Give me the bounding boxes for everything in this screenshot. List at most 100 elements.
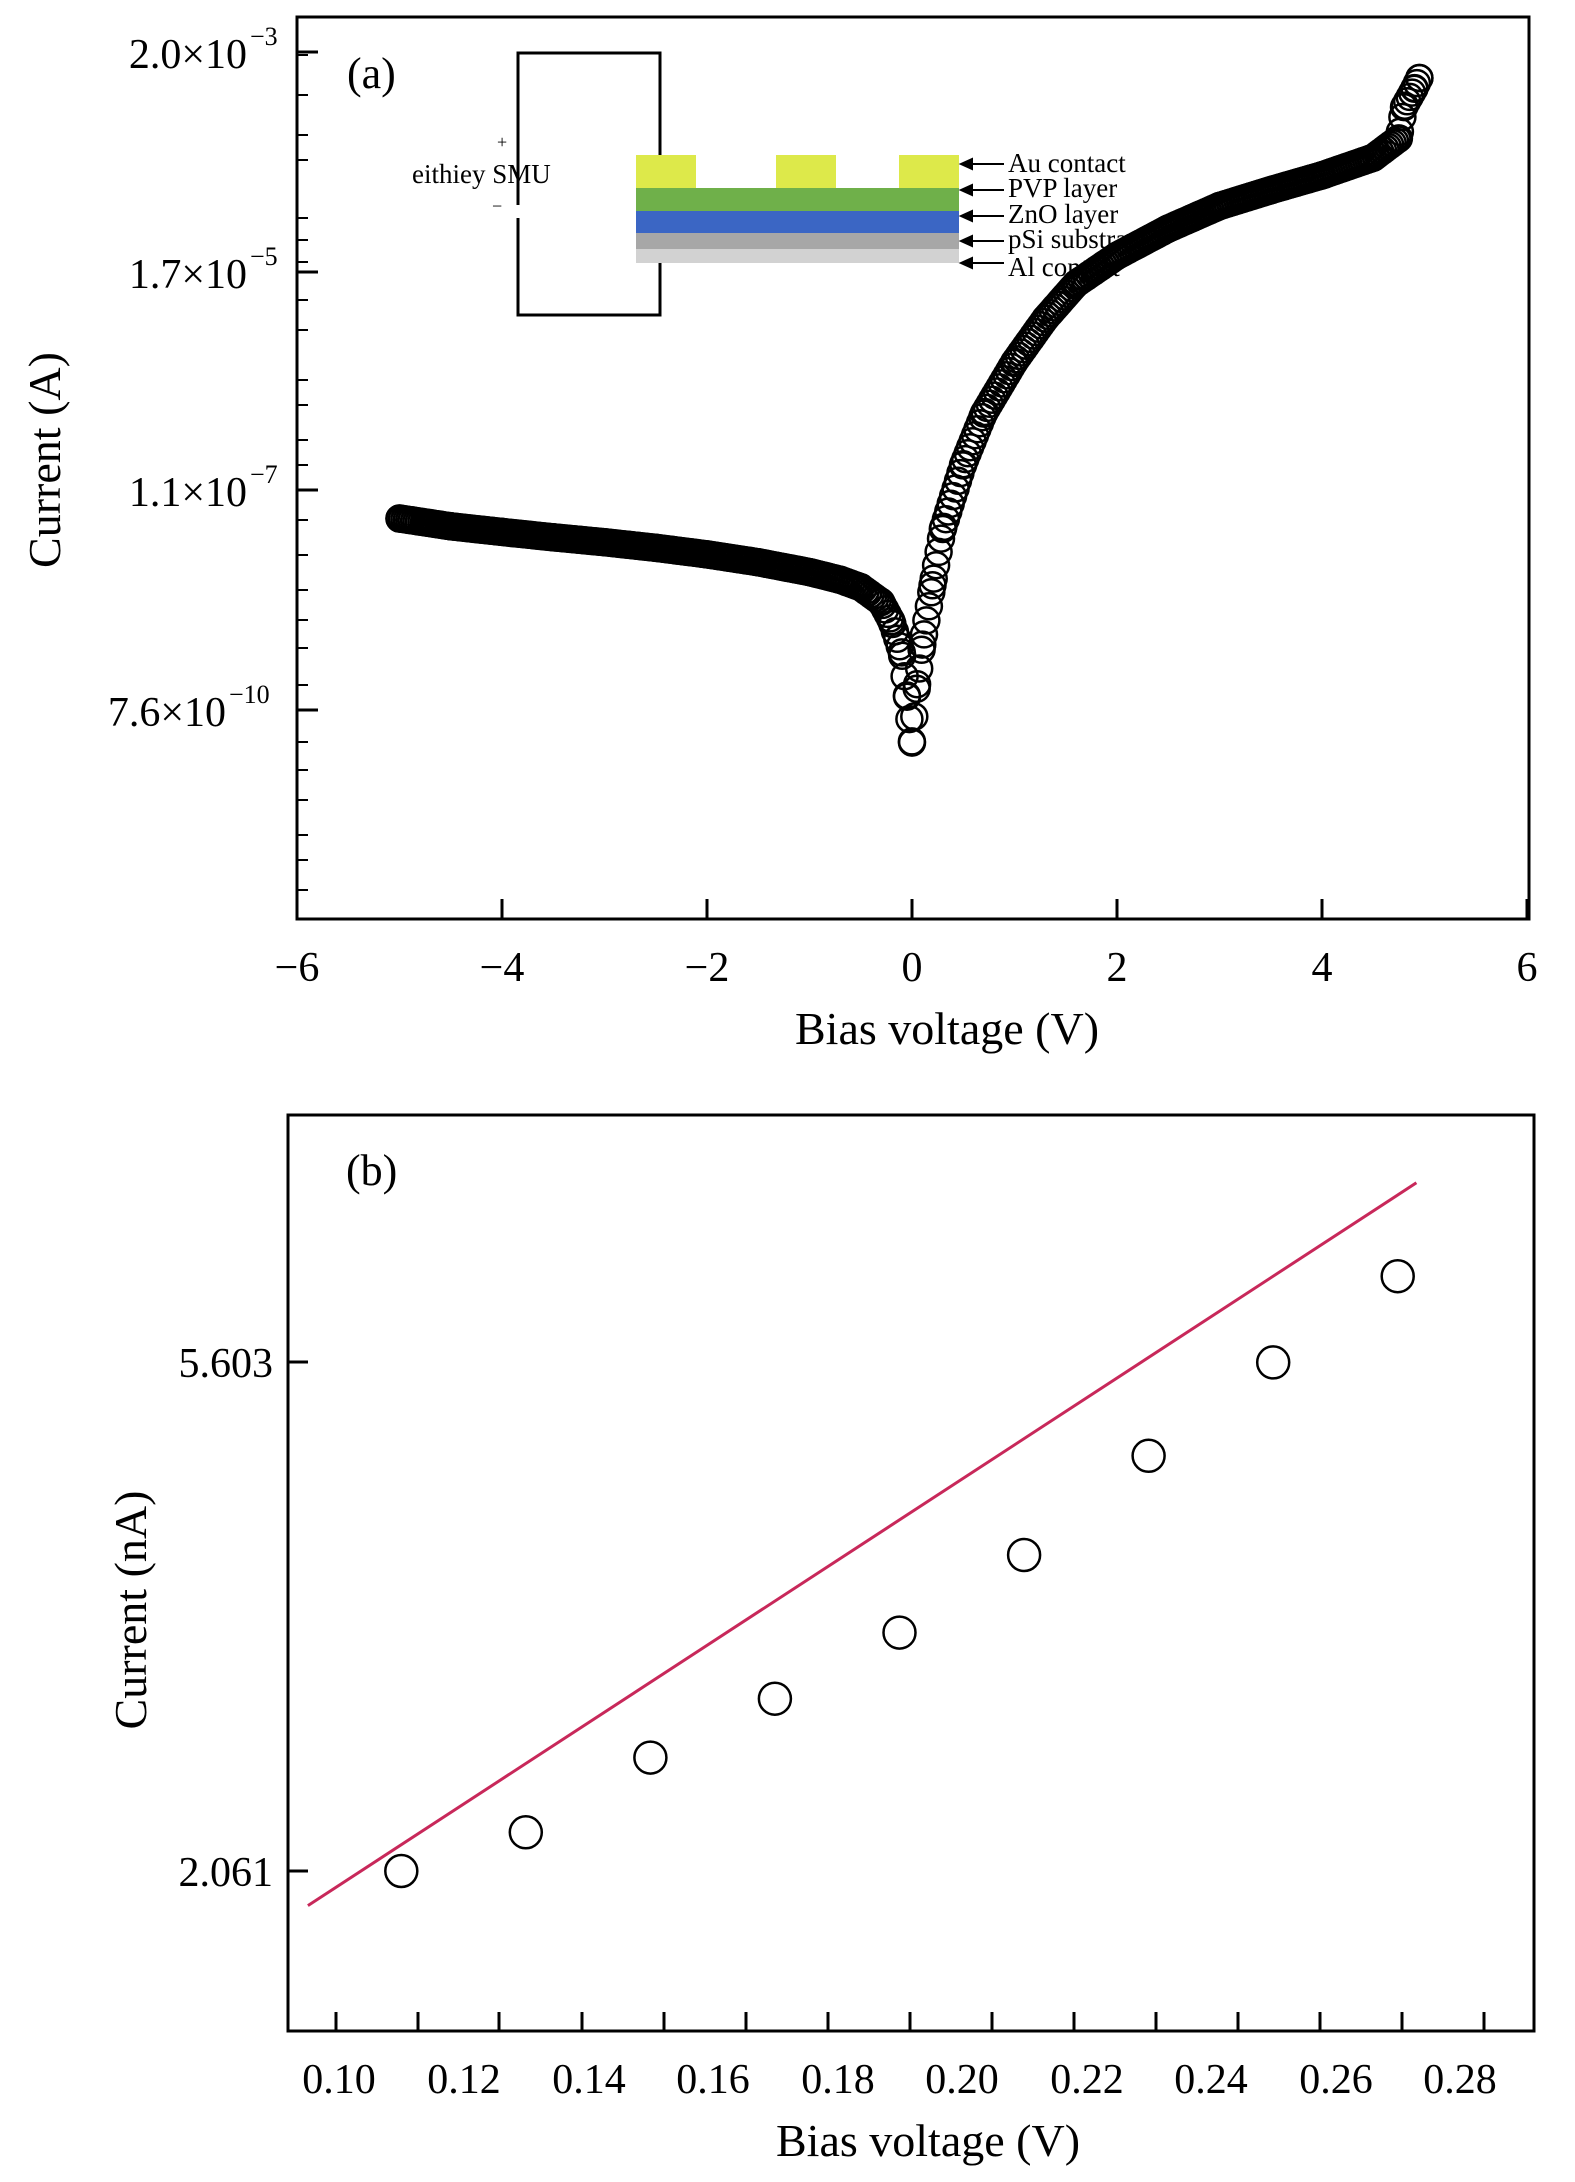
- data-point: [902, 669, 932, 699]
- data-point: [877, 606, 906, 636]
- panel-b-x-tick-label: 0.14: [552, 2057, 626, 2103]
- panel-a-y-tick-exp: −7: [250, 460, 278, 489]
- panel-b-y-axis-title: Current (nA): [105, 1491, 156, 1730]
- data-point: [744, 547, 773, 577]
- panel-a-x-tick-labels: −6 −4 −2 0 2 4 6: [275, 945, 1538, 991]
- data-point: [926, 524, 956, 553]
- panel-b-x-tick-label: 0.10: [302, 2057, 376, 2103]
- data-point: [1061, 269, 1091, 299]
- data-point: [487, 517, 517, 547]
- panel-a-y-tick-exp: −10: [229, 680, 270, 709]
- data-point: [692, 540, 722, 569]
- smu-minus-sign: −: [492, 196, 502, 216]
- al-contact: [636, 249, 959, 263]
- data-point: [1405, 63, 1434, 93]
- data-point: [904, 654, 934, 683]
- au-contact-pad: [899, 155, 959, 188]
- data-point: [969, 399, 999, 428]
- panel-a-frame: [295, 15, 1531, 921]
- layer-label-pvp: PVP layer: [1008, 173, 1117, 203]
- data-point: [1000, 347, 1029, 377]
- data-point: [921, 550, 951, 580]
- data-point: [908, 630, 937, 659]
- panel-b-x-axis-title: Bias voltage (V): [776, 2115, 1080, 2166]
- panel-b-y-ticks: [288, 1360, 308, 1873]
- panel-b-x-tick-label: 0.24: [1174, 2057, 1248, 2103]
- panel-b-x-tick-label: 0.18: [801, 2057, 875, 2103]
- data-point: [1131, 1438, 1166, 1474]
- panel-a-x-tick-label: −4: [480, 945, 525, 991]
- panel-b-y-tick-label: 2.061: [179, 1850, 274, 1896]
- data-point: [795, 557, 824, 587]
- panel-b-x-ticks: [334, 2012, 1486, 2031]
- panel-a-y-tick-exp: −3: [250, 22, 278, 51]
- data-point: [1256, 175, 1286, 205]
- panel-b-data-points: [384, 1258, 1415, 1889]
- data-point: [846, 573, 876, 602]
- data-point: [539, 523, 568, 552]
- panel-b-fit-line: [307, 1181, 1418, 1907]
- data-point: [757, 1681, 793, 1716]
- panel-a-label: (a): [347, 49, 396, 98]
- data-point: [928, 514, 958, 544]
- panel-b-x-tick-label: 0.16: [676, 2057, 750, 2103]
- data-point: [1384, 124, 1414, 153]
- data-point: [1255, 1345, 1291, 1380]
- panel-b-x-tick-labels: 0.10 0.12 0.14 0.16 0.18 0.20 0.22 0.24 …: [302, 2057, 1497, 2103]
- panel-a-y-tick-label: 7.6×10: [108, 690, 226, 736]
- data-point: [895, 704, 924, 734]
- data-point: [384, 1853, 419, 1889]
- layer-label-au: Au contact: [1008, 148, 1126, 178]
- psi-substrate: [636, 233, 959, 249]
- panel-a-x-ticks: [295, 899, 1529, 919]
- panel-a-x-tick-label: 2: [1107, 945, 1128, 991]
- panel-b-x-tick-label: 0.12: [427, 2057, 501, 2103]
- panel-a-y-tick-label: 1.1×10: [129, 470, 247, 516]
- panel-a-x-tick-label: 4: [1312, 945, 1333, 991]
- data-point: [1031, 304, 1060, 334]
- data-point: [918, 571, 947, 600]
- panel-b-label: (b): [346, 1146, 397, 1195]
- data-point: [385, 504, 414, 533]
- data-point: [882, 1615, 917, 1650]
- pvp-layer: [636, 188, 959, 211]
- data-point: [436, 512, 466, 541]
- panel-b-x-tick-label: 0.20: [925, 2057, 999, 2103]
- data-point: [1154, 214, 1183, 243]
- panel-a-y-tick-label: 2.0×10: [129, 32, 247, 78]
- data-point: [892, 681, 922, 710]
- data-point: [826, 565, 855, 595]
- panel-b-x-tick-label: 0.22: [1050, 2057, 1124, 2103]
- data-point: [914, 592, 944, 621]
- panel-b: 0.10 0.12 0.14 0.16 0.18 0.20 0.22 0.24 …: [105, 1113, 1536, 2166]
- data-point: [1102, 241, 1132, 270]
- smu-plus-sign: +: [497, 132, 507, 152]
- data-point: [508, 1815, 544, 1850]
- au-contact-pad: [776, 155, 836, 188]
- panel-a-y-major-ticks: [297, 50, 318, 712]
- panel-b-frame: [286, 1113, 1536, 2033]
- panel-a-y-tick-label: 1.7×10: [129, 252, 247, 298]
- panel-a: −6 −4 −2 0 2 4 6 2.0×10 −3 1.7×10 −5 1.1…: [19, 15, 1538, 1054]
- data-point: [949, 449, 978, 479]
- smu-label: eithiey SMU: [412, 159, 551, 189]
- data-point: [1380, 1258, 1415, 1294]
- panel-b-x-tick-label: 0.28: [1423, 2057, 1497, 2103]
- data-point: [1388, 102, 1417, 132]
- panel-b-y-tick-labels: 5.603 2.061: [179, 1341, 274, 1896]
- data-point: [641, 533, 671, 563]
- device-inset: + eithiey SMU − Au contact PVP layer ZnO…: [412, 51, 1147, 317]
- panel-b-x-tick-label: 0.26: [1299, 2057, 1373, 2103]
- panel-a-x-axis-title: Bias voltage (V): [795, 1003, 1099, 1054]
- data-point: [887, 638, 917, 667]
- data-point: [633, 1740, 668, 1775]
- panel-a-x-tick-label: −6: [275, 945, 320, 991]
- panel-a-y-tick-labels: 2.0×10 −3 1.7×10 −5 1.1×10 −7 7.6×10 −10: [108, 22, 278, 736]
- panel-a-x-tick-label: 6: [1517, 945, 1538, 991]
- panel-b-y-tick-label: 5.603: [179, 1341, 274, 1387]
- zno-layer: [636, 211, 959, 233]
- data-point: [590, 527, 619, 557]
- panel-a-y-axis-title: Current (A): [19, 352, 70, 568]
- data-point: [1307, 161, 1337, 190]
